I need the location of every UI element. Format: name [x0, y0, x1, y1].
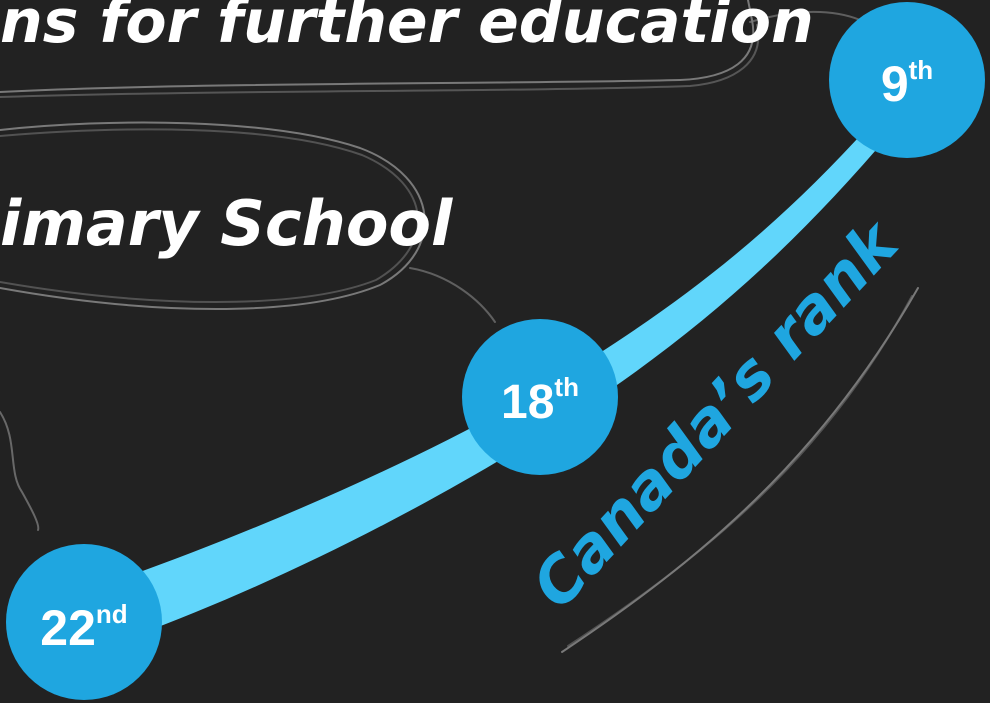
- rank-number: 18: [501, 376, 554, 429]
- left-bubble-outline: [0, 411, 40, 531]
- further-education-label: ns for further education: [0, 0, 814, 57]
- middle-bubble-outline: [0, 121, 426, 310]
- top-bubble-outline: [0, 0, 755, 93]
- rank-suffix: th: [909, 55, 934, 85]
- badge-circle: [462, 319, 618, 475]
- svg-text:9th: 9th: [881, 55, 933, 112]
- primary-school-label: imary School: [0, 187, 453, 260]
- badge-circle: [6, 544, 162, 700]
- rank-badge-18th: 18th: [462, 319, 618, 475]
- rank-badge-9th: 9th: [829, 2, 985, 158]
- rank-suffix: nd: [96, 599, 128, 629]
- rank-number: 9: [881, 56, 909, 112]
- rank-badge-22nd: 22nd: [6, 544, 162, 700]
- sketch-outlines: [0, 0, 919, 653]
- rank-number: 22: [40, 600, 96, 656]
- svg-text:18th: 18th: [501, 372, 579, 429]
- badge-circle: [829, 2, 985, 158]
- rank-underline: [561, 287, 919, 653]
- rank-suffix: th: [554, 372, 579, 402]
- svg-text:22nd: 22nd: [40, 599, 127, 656]
